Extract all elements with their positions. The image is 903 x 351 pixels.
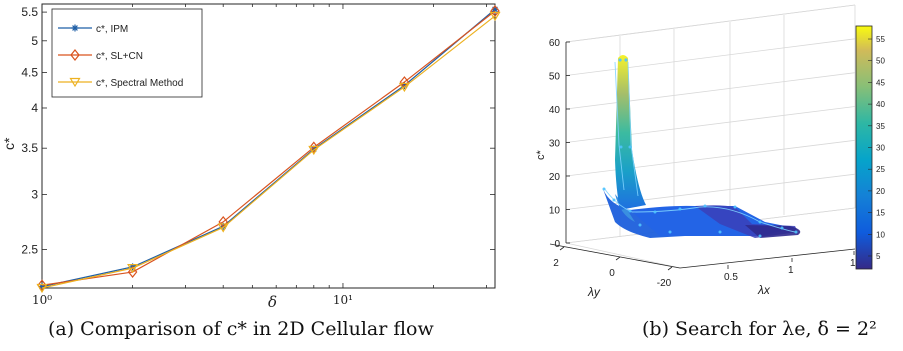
colorbar-tick-label: 30 [876,144,885,153]
x-tick-label: 10¹ [333,293,353,307]
legend-marker [71,24,79,32]
legend-label: c*, Spectral Method [96,78,183,89]
data-point [217,223,229,233]
z-tick-label: 50 [549,72,561,83]
right-caption-text: Search for λe, δ = 2² [675,318,877,340]
colorbar-tick-label: 40 [876,100,885,109]
colorbar-tick-label: 50 [876,57,885,66]
y-tick-label: 5.5 [21,5,38,19]
y-tick [615,256,621,261]
z-tick-label: 10 [549,206,561,217]
left-caption-label: (a) [48,318,75,340]
y-tick-label: 3.5 [21,141,38,155]
y-axis-label: c* [1,137,17,150]
z-gridline [565,4,856,43]
legend-label: c*, SL+CN [96,51,143,62]
z-tick-label: 0 [554,239,560,250]
x-tick-label: 0.5 [724,272,738,283]
y-tick-label: 0 [609,268,615,279]
x-axis-label: λx [757,283,771,297]
data-point [36,283,48,294]
data-point [489,11,501,22]
data-point [310,145,318,153]
legend-marker [69,77,81,88]
legend-marker [70,49,80,61]
data-point [38,283,46,291]
x-axis-label: δ [268,293,277,311]
data-point [398,82,410,93]
y-axis: 2 0 -20 λy [549,243,681,299]
z-axis-label: c* [535,150,547,161]
z-tick-label: 40 [549,105,561,116]
x-axis: 0.511.5 λx [679,248,864,297]
y-tick-label: 5 [31,34,38,48]
legend: c*, IPM c*, SL+CN c*, Spectral Method [51,8,203,98]
z-gridline [565,139,856,177]
left-caption: (a) Comparison of c* in 2D Cellular flow [48,318,434,340]
colorbar-tick-label: 45 [876,78,885,87]
data-point [127,266,138,278]
colorbar-tick-label: 55 [876,35,885,44]
colorbar-tick-label: 10 [876,230,885,239]
y-axis-label: λy [587,285,601,299]
data-point [37,279,47,292]
y-tick [559,246,565,251]
right-caption: (b) Search for λe, δ = 2² [642,318,877,340]
y-tick-label: 3 [31,188,38,202]
colorbar-tick-label: 5 [876,252,881,261]
y-tick [667,266,673,271]
colorbar-tick-label: 35 [876,122,885,131]
x-tick-label: 1 [788,265,794,276]
z-tick-label: 60 [549,38,561,49]
z-gridline [565,106,856,143]
z-gridline [565,38,856,76]
line-chart: 2.5 3 3.5 4 4.5 5 5.5 10⁰ 10¹ δ c* c*, IPM c*, SL… [1,3,501,311]
data-point [491,5,499,13]
colorbar-tick-label: 20 [876,187,885,196]
series-line [41,15,496,289]
z-tick-label: 30 [549,139,561,150]
series-line [41,10,496,286]
colorbar: 5 10 15 20 25 30 35 40 45 50 55 [855,25,885,270]
colorbar-tick-label: 25 [876,165,885,174]
legend-label: c*, IPM [96,24,128,35]
series-line [41,8,496,288]
y-tick-label: 4.5 [21,66,38,80]
z-gridline [565,72,856,110]
data-point [127,264,139,274]
right-caption-label: (b) [642,318,669,340]
data-point [400,82,408,90]
y-tick-label: -20 [657,278,672,289]
x-tick-label: 10⁰ [32,293,52,307]
surface [602,55,801,238]
data-point [308,145,320,156]
y-tick-label: 4 [31,101,38,115]
left-caption-text: Comparison of c* in 2D Cellular flow [80,318,434,340]
colorbar-tick-label: 15 [876,209,885,218]
data-point [309,141,319,154]
y-tick-label: 2.5 [21,243,38,257]
y-tick-label: 2 [553,258,559,269]
z-tick-label: 20 [549,172,561,183]
